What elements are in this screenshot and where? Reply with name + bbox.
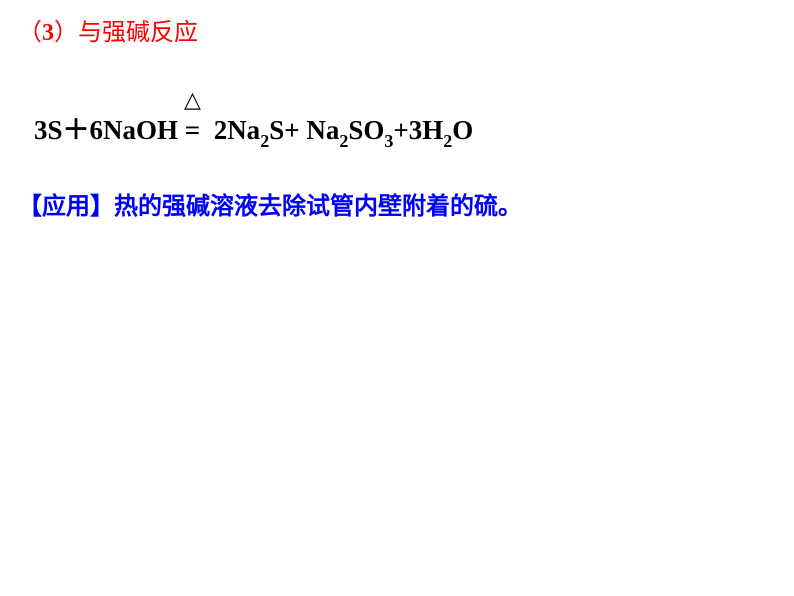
heading-text: 与强碱反应 [78,20,198,46]
heading-number: 3 [42,20,54,46]
rhs-term2-mid: SO [348,115,384,145]
paren-close: ） [54,20,78,46]
rhs-term1-suffix: S [269,115,284,145]
rhs-term3-sub: 2 [443,131,452,151]
rhs-term1-prefix: 2Na [214,115,261,145]
lhs-term2: 6NaOH [90,115,179,145]
rhs-term1-sub: 2 [260,131,269,151]
rhs-term2-sub1: 2 [339,131,348,151]
delta-symbol: △ [184,87,201,113]
application-label: 【应用】 [18,194,114,220]
rhs-term2-sub2: 3 [384,131,393,151]
equals-sign: = [185,115,200,145]
plus-sign2: + [284,115,306,145]
chemical-equation: 3S＋6NaOH △ = 2Na2S+ Na2SO3+3H2O [34,108,473,150]
lhs-term1: 3S [34,115,63,145]
rhs-term2-prefix: Na [306,115,339,145]
equals-with-delta: △ = [185,115,200,146]
application-note: 【应用】热的强碱溶液去除试管内壁附着的硫。 [18,186,522,221]
paren-open: （ [18,20,42,46]
plus-sign: ＋ [63,115,90,145]
application-text: 热的强碱溶液去除试管内壁附着的硫。 [114,194,522,220]
rhs-term3-suffix: O [452,115,473,145]
section-heading: （3）与强碱反应 [18,12,198,47]
plus-sign3: + [393,115,408,145]
rhs-term3-prefix: 3H [409,115,444,145]
